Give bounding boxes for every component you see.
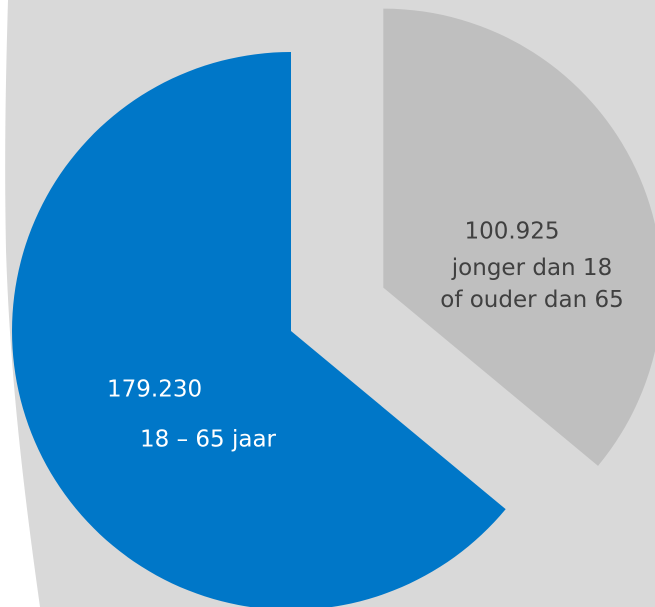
value-label: 179.230: [107, 377, 202, 403]
pie-slice: [383, 8, 655, 466]
pie-slice: [12, 52, 506, 607]
value-label: 100.925: [464, 219, 559, 245]
category-label: jonger dan 18 of ouder dan 65: [440, 255, 624, 313]
category-label: 18 – 65 jaar: [140, 427, 277, 453]
